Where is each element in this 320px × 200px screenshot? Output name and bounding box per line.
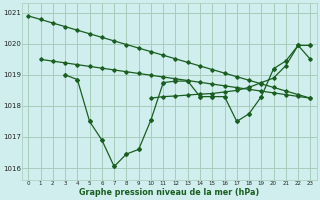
X-axis label: Graphe pression niveau de la mer (hPa): Graphe pression niveau de la mer (hPa) [79,188,260,197]
